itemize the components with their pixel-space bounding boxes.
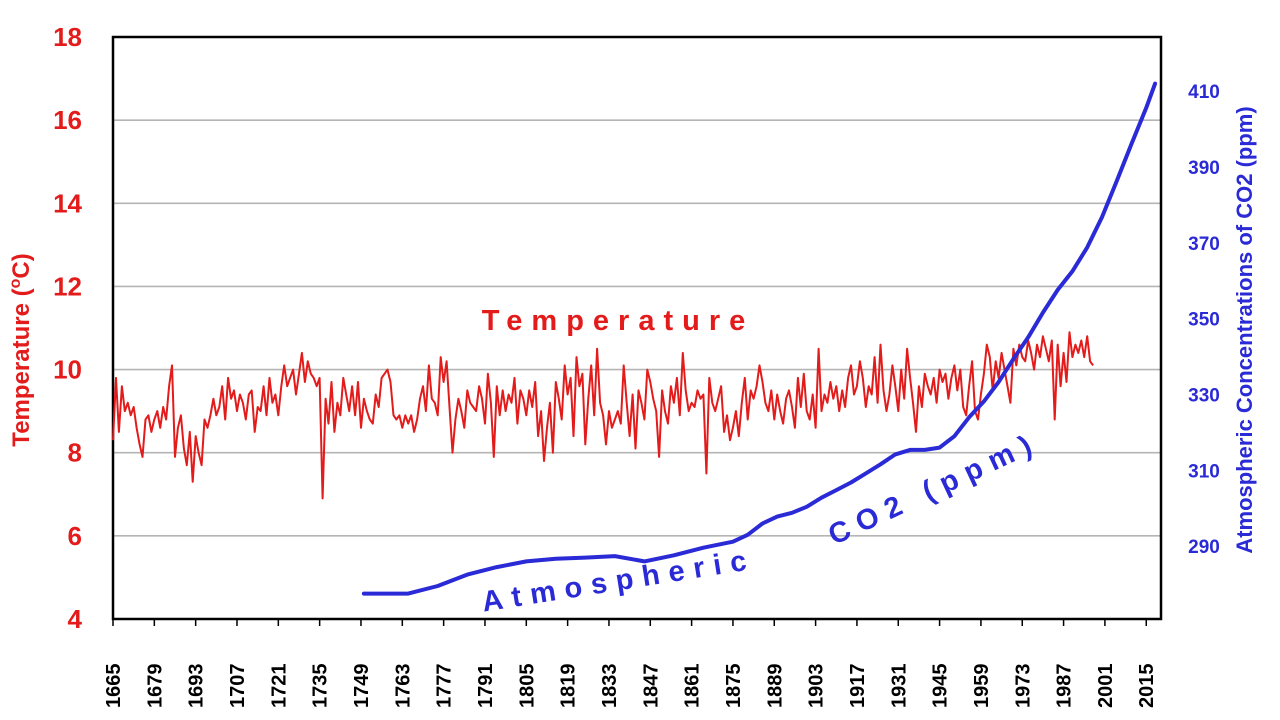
x-tick-label: 1875 [723,664,745,709]
right-axis-ticks: 290 310 330 350 370 390 410 [1188,82,1220,558]
left-axis-ticks: 4 6 8 10 12 14 16 18 [53,22,82,634]
right-tick-label: 390 [1188,158,1220,179]
x-tick-label: 1861 [682,664,704,709]
x-tick-label: 2015 [1136,664,1158,709]
temperature-series-line [112,331,1094,500]
x-tick-label: 1917 [847,664,869,709]
right-tick-label: 370 [1188,234,1220,255]
x-tick-label: 1903 [806,664,828,709]
right-tick-label: 310 [1188,461,1220,482]
left-tick-label: 4 [68,604,83,634]
x-tick-label: 1931 [888,664,910,709]
left-tick-label: 14 [53,188,82,218]
right-axis-label: Atmospheric Concentrations of CO2 (ppm) [1232,106,1257,553]
x-tick-label: 1945 [930,664,952,709]
right-tick-label: 350 [1188,310,1220,331]
x-tick-label: 1833 [599,664,621,709]
x-tick-label: 1721 [268,664,290,709]
x-tick-label: 1973 [1012,664,1034,709]
gridlines [113,119,1161,537]
x-tick-label: 1749 [351,664,373,709]
left-tick-label: 18 [53,22,82,52]
x-axis-ticks: 1665 1679 1693 1707 1721 1735 1749 1763 1777 1791… [103,619,1158,708]
plot-area-frame [111,35,1163,621]
x-tick-label: 1805 [516,664,538,709]
left-tick-label: 8 [68,438,82,468]
x-tick-label: 1679 [144,664,166,709]
x-tick-label: 1735 [310,664,332,709]
x-tick-label: 1763 [392,664,414,709]
x-tick-label: 1777 [434,664,456,709]
left-axis-label: Temperature (oC) [7,253,35,446]
x-tick-label: 1889 [764,664,786,709]
left-tick-label: 10 [53,355,82,385]
right-tick-label: 330 [1188,386,1220,407]
left-tick-label: 6 [68,521,82,551]
x-tick-label: 1693 [186,664,208,709]
x-tick-label: 1987 [1054,664,1076,709]
temperature-annotation: Temperature [482,305,755,337]
left-tick-label: 16 [53,105,82,135]
x-tick-label: 1707 [227,664,249,709]
x-tick-label: 1791 [475,664,497,709]
x-tick-label: 1959 [971,664,993,709]
co2-annotation-ppm: CO2 (ppm) [824,426,1045,552]
right-tick-label: 410 [1188,82,1220,103]
x-tick-label: 1847 [640,664,662,709]
right-tick-label: 290 [1188,537,1220,558]
x-tick-label: 1819 [558,664,580,709]
x-tick-label: 2001 [1095,664,1117,709]
x-tick-label: 1665 [103,664,125,709]
co2-series-line [361,81,1158,596]
left-tick-label: 12 [53,271,82,301]
